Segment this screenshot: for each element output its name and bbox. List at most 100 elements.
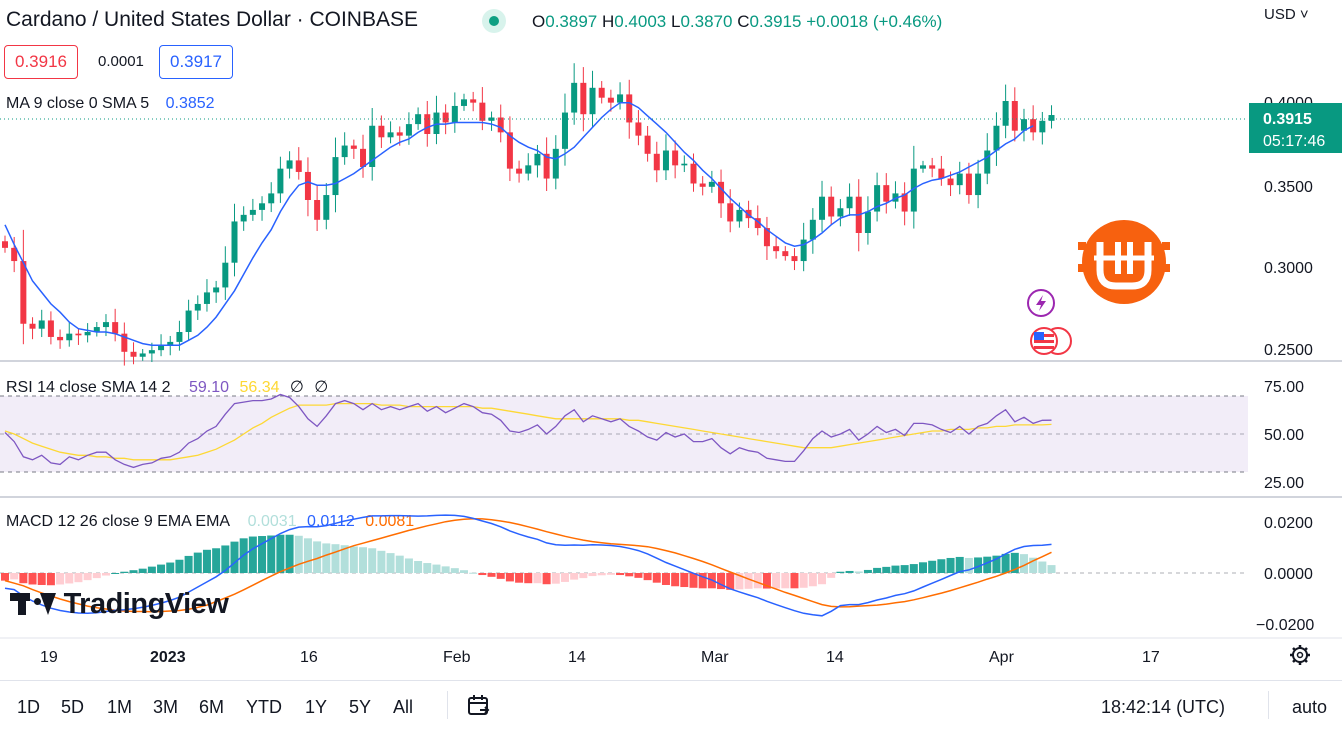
candle[interactable] <box>883 173 890 214</box>
candle[interactable] <box>277 156 284 203</box>
candle[interactable] <box>203 279 210 312</box>
candle[interactable] <box>809 208 816 254</box>
candle[interactable] <box>910 145 917 229</box>
time-axis[interactable]: 19 2023 16 Feb 14 Mar 14 Apr 17 <box>40 649 1160 666</box>
candle[interactable] <box>681 155 688 173</box>
candle[interactable] <box>20 229 27 345</box>
candle[interactable] <box>965 162 972 204</box>
candle[interactable] <box>874 172 881 222</box>
goto-date-calendar-icon[interactable] <box>466 693 492 719</box>
range-1m-button[interactable]: 1M <box>107 697 133 717</box>
price-axis[interactable]: 0.4000 0.3500 0.3000 0.2500 0.3915 05:17… <box>1249 95 1342 359</box>
candle[interactable] <box>185 299 192 341</box>
candle[interactable] <box>213 280 220 303</box>
candle[interactable] <box>470 91 477 112</box>
candle[interactable] <box>29 317 36 340</box>
candle[interactable] <box>846 183 853 216</box>
candle[interactable] <box>754 205 761 236</box>
candle[interactable] <box>819 180 826 232</box>
candle[interactable] <box>1020 108 1027 142</box>
candle[interactable] <box>727 189 734 233</box>
candle[interactable] <box>929 157 936 178</box>
candle[interactable] <box>249 198 256 221</box>
candle[interactable] <box>360 134 367 178</box>
candle[interactable] <box>580 67 587 132</box>
candle[interactable] <box>975 159 982 209</box>
candle[interactable] <box>993 112 1000 166</box>
candle[interactable] <box>1030 105 1037 141</box>
tradingview-logo[interactable]: TradingView <box>10 588 229 621</box>
candle[interactable] <box>38 309 45 338</box>
candle[interactable] <box>901 182 908 226</box>
candle[interactable] <box>286 151 293 179</box>
candle[interactable] <box>626 79 633 139</box>
candle[interactable] <box>1039 111 1046 145</box>
candle[interactable] <box>543 137 550 192</box>
range-6m-button[interactable]: 6M <box>199 697 225 717</box>
candle[interactable] <box>699 176 706 196</box>
candle[interactable] <box>1048 105 1055 129</box>
candle[interactable] <box>75 328 82 345</box>
candle[interactable] <box>920 160 926 173</box>
candle[interactable] <box>552 135 559 190</box>
candle[interactable] <box>231 203 238 277</box>
candle[interactable] <box>130 342 137 365</box>
candle[interactable] <box>488 111 495 131</box>
auto-scale-button[interactable]: auto <box>1292 697 1328 717</box>
candle[interactable] <box>1002 84 1009 139</box>
candle[interactable] <box>323 183 330 230</box>
candle[interactable] <box>1011 87 1018 142</box>
candle[interactable] <box>314 185 321 232</box>
candle[interactable] <box>497 104 504 143</box>
candle[interactable] <box>516 160 523 183</box>
candle[interactable] <box>837 199 844 227</box>
candle[interactable] <box>892 181 899 209</box>
candle[interactable] <box>938 155 945 186</box>
buy-price-button[interactable]: 0.3917 <box>159 45 233 79</box>
candle[interactable] <box>800 222 807 272</box>
sell-price-button[interactable]: 0.3916 <box>4 45 78 79</box>
candle[interactable] <box>617 82 624 110</box>
candle[interactable] <box>424 101 431 147</box>
candle[interactable] <box>708 170 715 193</box>
candle[interactable] <box>461 93 467 111</box>
candle[interactable] <box>222 246 229 300</box>
candle[interactable] <box>763 216 770 260</box>
candle[interactable] <box>442 104 449 135</box>
candle[interactable] <box>451 92 458 133</box>
macd-legend[interactable]: MACD 12 26 close 9 EMA EMA 0.0031 0.0112… <box>6 513 414 531</box>
candle[interactable] <box>653 141 660 183</box>
candle[interactable] <box>672 140 679 179</box>
us-flag-event-icon[interactable] <box>1030 327 1072 355</box>
candle[interactable] <box>644 125 651 162</box>
candle[interactable] <box>304 157 311 217</box>
candle[interactable] <box>2 235 8 253</box>
candle[interactable] <box>525 153 532 181</box>
currency-selector[interactable]: USD ˅ <box>1264 6 1309 23</box>
candle[interactable] <box>782 246 789 261</box>
candle[interactable] <box>350 139 357 159</box>
chart-title[interactable]: Cardano / United States Dollar · COINBAS… <box>6 8 419 31</box>
range-1d-button[interactable]: 1D <box>17 697 41 717</box>
candle[interactable] <box>415 107 422 130</box>
chart-canvas[interactable]: 0.4000 0.3500 0.3000 0.2500 0.3915 05:17… <box>0 0 1342 680</box>
candle[interactable] <box>47 311 54 345</box>
candle[interactable] <box>11 236 18 273</box>
candle[interactable] <box>433 95 440 145</box>
candle[interactable] <box>332 137 339 213</box>
range-1y-button[interactable]: 1Y <box>305 697 328 717</box>
candle[interactable] <box>662 134 669 181</box>
rsi-axis[interactable]: 75.00 50.00 25.00 <box>1264 379 1304 492</box>
candle[interactable] <box>984 133 991 185</box>
candle[interactable] <box>773 236 780 259</box>
candle[interactable] <box>66 322 73 347</box>
lightning-event-icon[interactable] <box>1027 289 1055 317</box>
candle[interactable] <box>598 81 605 104</box>
candlestick-series[interactable] <box>2 63 1055 366</box>
candle[interactable] <box>635 110 642 146</box>
candle[interactable] <box>506 116 513 182</box>
candle[interactable] <box>93 322 100 337</box>
candle[interactable] <box>121 322 128 366</box>
candle[interactable] <box>194 295 201 320</box>
range-5d-button[interactable]: 5D <box>61 697 85 717</box>
